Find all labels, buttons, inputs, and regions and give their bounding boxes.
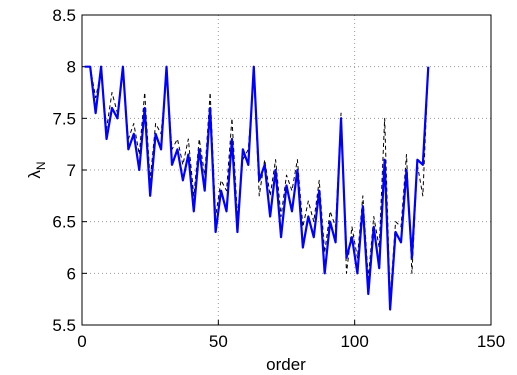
y-tick-label: 7.5 (52, 109, 76, 128)
y-tick-label: 6.5 (52, 213, 76, 232)
y-tick-label: 8.5 (52, 6, 76, 25)
x-axis-label: order (266, 355, 306, 374)
x-tick-label: 0 (77, 332, 86, 351)
x-tick-label: 100 (340, 332, 368, 351)
y-tick-label: 8 (67, 58, 76, 77)
y-tick-label: 5.5 (52, 316, 76, 335)
y-tick-label: 6 (67, 264, 76, 283)
series-line (84, 66, 429, 300)
x-tick-label: 50 (209, 332, 228, 351)
y-axis-label: λN (25, 161, 48, 178)
axes-box (81, 14, 492, 326)
y-axis-label-main: λ (25, 170, 44, 179)
y-tick-label: 7 (67, 161, 76, 180)
y-axis-label-sub: N (34, 161, 48, 170)
series-line (84, 65, 430, 311)
x-tick-label: 150 (477, 332, 505, 351)
